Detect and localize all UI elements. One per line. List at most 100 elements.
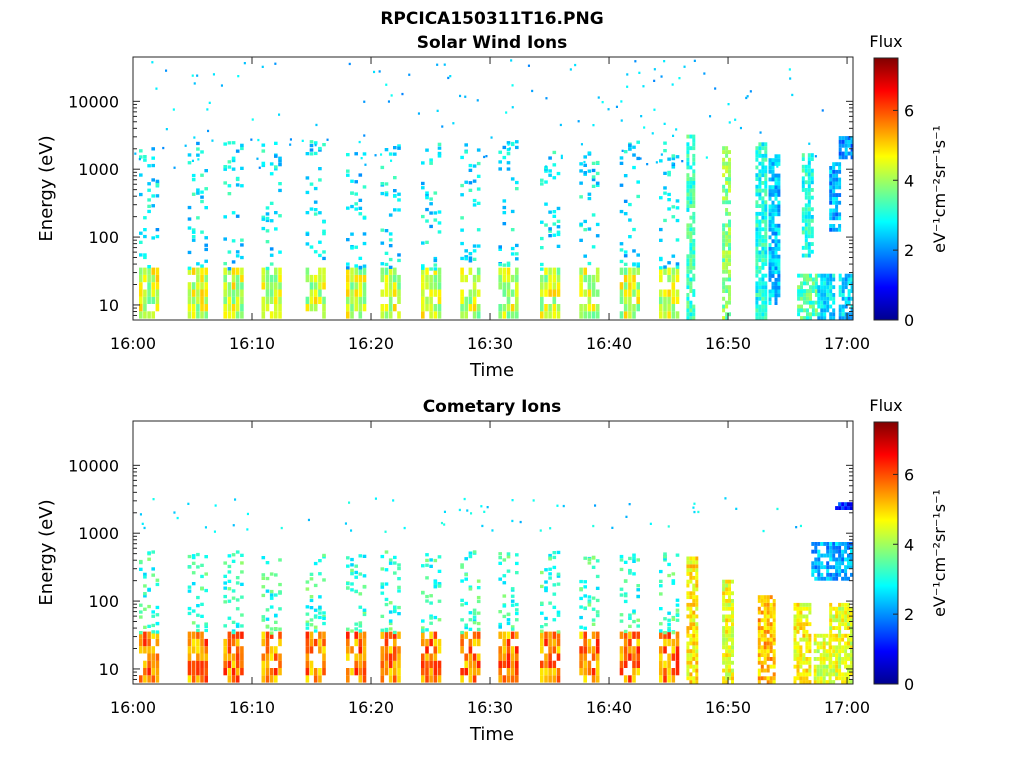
spectrogram-cell <box>722 281 726 286</box>
spectrogram-cell <box>506 311 511 319</box>
spectrogram-cell <box>540 660 544 668</box>
spectrogram-cell <box>695 633 699 638</box>
spectrogram-cell <box>510 646 515 654</box>
spectrogram-cell <box>231 675 236 683</box>
spectrogram-cell <box>305 176 310 180</box>
spectrogram-cell <box>155 282 160 290</box>
spectrogram-cell <box>675 618 680 622</box>
spectrogram-cell <box>804 234 808 239</box>
spectrogram-cell <box>838 653 842 657</box>
spectrogram-cell <box>829 637 833 642</box>
colorbar-label-cometary: eV⁻¹cm⁻²sr⁻¹s⁻¹ <box>930 489 949 617</box>
spectrogram-cell <box>725 606 729 611</box>
spectrogram-cell <box>829 576 833 581</box>
spectrogram-cell <box>548 267 552 275</box>
spectrogram-cell <box>675 311 680 319</box>
x-tick-label: 16:40 <box>586 334 632 353</box>
spectrogram-cell <box>265 576 270 581</box>
spectrogram-cell <box>223 262 227 266</box>
spectrogram-cell <box>763 629 767 634</box>
spectrogram-cell <box>235 274 240 283</box>
spectrogram-cell <box>659 257 663 262</box>
spectrogram-cell <box>813 668 817 673</box>
spectrogram-cell <box>240 143 244 147</box>
spectrogram-cell <box>548 210 552 214</box>
spectrogram-cell <box>692 273 696 278</box>
spectrogram-cell <box>722 161 726 166</box>
spectrogram-cell <box>151 156 155 160</box>
spectrogram-cell <box>847 680 850 684</box>
spectrogram-cell <box>838 169 842 174</box>
spectrogram-cell <box>804 230 808 235</box>
spectrogram-cell <box>393 631 397 639</box>
spectrogram-cell <box>822 680 826 684</box>
spectrogram-cell <box>772 602 776 607</box>
spectrogram-cell <box>433 646 438 654</box>
spectrogram-cell <box>663 646 667 654</box>
spectrogram-cell <box>552 222 557 226</box>
spectrogram-cell <box>728 235 731 239</box>
spectrogram-cell <box>397 605 401 610</box>
spectrogram-cell <box>728 629 731 634</box>
spectrogram-cell <box>771 204 775 209</box>
axis-ticks-solar-wind: 16:00 16:10 16:20 16:30 16:40 16:50 17:0010100… <box>68 57 870 353</box>
spectrogram-cell <box>793 626 797 630</box>
spectrogram-cell <box>579 653 583 661</box>
spectrogram-cell <box>384 638 389 647</box>
spectrogram-cell <box>806 300 809 305</box>
spectrogram-cell <box>826 553 830 558</box>
spectrogram-cell <box>274 211 278 215</box>
spectrogram-cell <box>223 274 227 283</box>
spectrogram-cell <box>388 244 393 248</box>
spectrogram-cell <box>768 189 772 193</box>
spectrogram-cell <box>769 641 773 646</box>
spectrogram-cell <box>777 281 781 286</box>
spectrogram-cell <box>380 262 385 266</box>
spectrogram-cell <box>722 242 726 247</box>
spectrogram-cell <box>261 615 266 619</box>
spectrogram-cell <box>269 247 274 251</box>
spectrogram-cell <box>397 646 401 654</box>
spectrogram-cell <box>240 613 244 617</box>
spectrogram-cell <box>274 274 278 283</box>
spectrogram-cell <box>187 646 192 654</box>
spectrogram-cell <box>793 641 797 646</box>
spectrogram-cell <box>764 308 768 313</box>
spectrogram-cell <box>823 296 827 301</box>
spectrogram-cell <box>227 570 232 574</box>
spectrogram-cell <box>725 192 729 197</box>
spectrogram-cell <box>607 108 610 111</box>
spectrogram-cell <box>763 660 767 665</box>
spectrogram-cell <box>261 215 266 219</box>
spectrogram-cell <box>675 653 680 661</box>
spectrogram-cell <box>433 653 438 661</box>
spectrogram-cell <box>476 148 481 152</box>
spectrogram-cell <box>597 96 600 99</box>
spectrogram-cell <box>758 269 762 274</box>
spectrogram-cell <box>540 289 544 297</box>
spectrogram-cell <box>829 285 833 290</box>
spectrogram-cell <box>822 633 826 638</box>
spectrogram-cell <box>823 576 827 581</box>
spectrogram-cell <box>758 316 762 320</box>
spectrogram-cell <box>397 577 401 581</box>
spectrogram-cell <box>196 267 200 275</box>
spectrogram-cell <box>838 545 842 550</box>
spectrogram-cell <box>692 134 696 139</box>
spectrogram-cell <box>556 274 561 283</box>
spectrogram-cell <box>695 595 699 600</box>
spectrogram-cell <box>591 311 596 319</box>
spectrogram-cell <box>838 618 842 623</box>
spectrogram-cell <box>346 627 350 631</box>
spectrogram-cell <box>772 641 776 646</box>
spectrogram-cell <box>807 211 811 216</box>
spectrogram-cell <box>429 274 433 283</box>
spectrogram-cell <box>686 583 690 588</box>
panel-title-solar-wind: Solar Wind Ions <box>417 33 568 53</box>
spectrogram-cell <box>592 124 595 127</box>
spectrogram-cell <box>437 151 442 156</box>
spectrogram-cell <box>362 610 367 614</box>
spectrogram-cell <box>314 144 317 147</box>
spectrogram-cell <box>139 253 143 257</box>
spectrogram-cell <box>393 189 397 193</box>
